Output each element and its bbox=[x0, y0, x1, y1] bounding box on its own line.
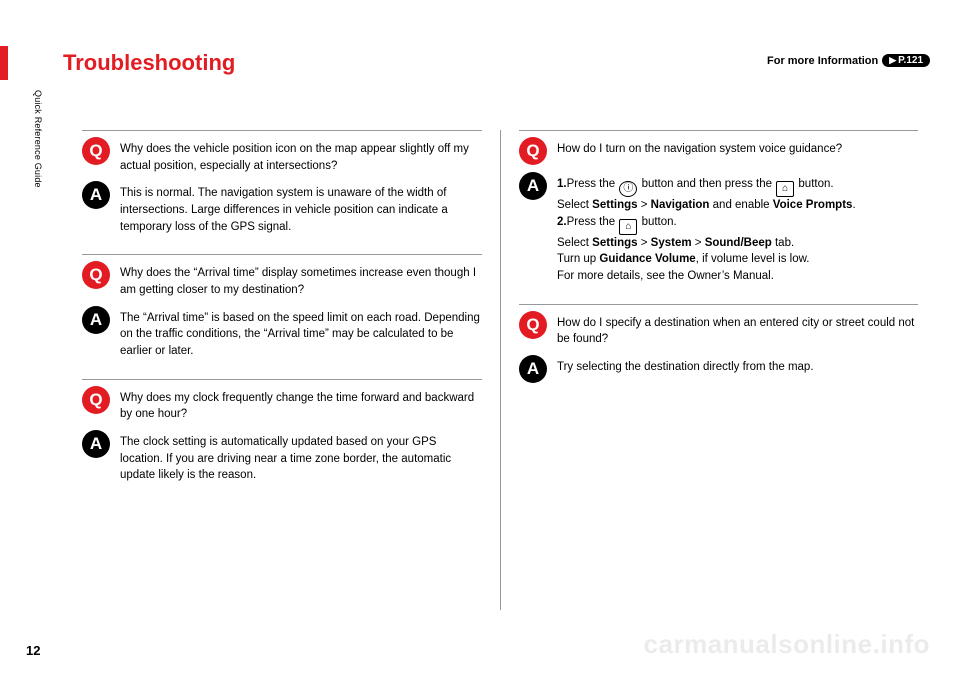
more-info-label: For more Information bbox=[767, 55, 878, 67]
text: Select bbox=[557, 237, 592, 249]
text: button. bbox=[638, 216, 676, 228]
text: button and then press the bbox=[638, 178, 775, 190]
text: , if volume level is low. bbox=[696, 253, 810, 265]
qa-item: Q How do I turn on the navigation system… bbox=[519, 131, 918, 304]
answer-text: Try selecting the destination directly f… bbox=[557, 357, 918, 376]
question-row: Q How do I specify a destination when an… bbox=[519, 313, 918, 348]
text: For more details, see the Owner’s Manual… bbox=[557, 270, 774, 282]
a-icon: A bbox=[519, 355, 547, 383]
arrow-right-icon: ▶ bbox=[889, 55, 896, 66]
text: and enable bbox=[709, 199, 772, 211]
question-text: How do I specify a destination when an e… bbox=[557, 313, 918, 348]
question-text: Why does the “Arrival time” display some… bbox=[120, 263, 482, 298]
a-icon: A bbox=[519, 172, 547, 200]
side-tab-label: Quick Reference Guide bbox=[33, 90, 43, 188]
question-text: Why does the vehicle position icon on th… bbox=[120, 139, 482, 174]
answer-row: A This is normal. The navigation system … bbox=[82, 183, 482, 235]
page-ref-badge: ▶P.121 bbox=[882, 54, 930, 67]
q-icon: Q bbox=[82, 386, 110, 414]
answer-row: A Try selecting the destination directly… bbox=[519, 357, 918, 383]
column-left: Q Why does the vehicle position icon on … bbox=[82, 130, 500, 610]
page-number: 12 bbox=[26, 643, 40, 658]
watermark: carmanualsonline.info bbox=[644, 629, 930, 660]
qa-item: Q Why does the vehicle position icon on … bbox=[82, 131, 482, 254]
ui-path: Navigation bbox=[651, 199, 710, 211]
question-row: Q Why does the “Arrival time” display so… bbox=[82, 263, 482, 298]
ui-path: System bbox=[651, 237, 692, 249]
side-red-tab bbox=[0, 46, 8, 80]
ui-path: Guidance Volume bbox=[599, 253, 695, 265]
question-row: Q Why does my clock frequently change th… bbox=[82, 388, 482, 423]
text: > bbox=[638, 199, 651, 211]
ui-path: Settings bbox=[592, 199, 637, 211]
column-right: Q How do I turn on the navigation system… bbox=[500, 130, 918, 610]
text: . bbox=[852, 199, 855, 211]
answer-row: A The clock setting is automatically upd… bbox=[82, 432, 482, 484]
question-row: Q How do I turn on the navigation system… bbox=[519, 139, 918, 165]
text: > bbox=[692, 237, 705, 249]
answer-text: The “Arrival time” is based on the speed… bbox=[120, 308, 482, 360]
text: Press the bbox=[567, 216, 619, 228]
question-text: Why does my clock frequently change the … bbox=[120, 388, 482, 423]
question-row: Q Why does the vehicle position icon on … bbox=[82, 139, 482, 174]
text: tab. bbox=[772, 237, 794, 249]
q-icon: Q bbox=[82, 137, 110, 165]
question-text: How do I turn on the navigation system v… bbox=[557, 139, 918, 158]
answer-text: The clock setting is automatically updat… bbox=[120, 432, 482, 484]
text: Turn up bbox=[557, 253, 599, 265]
text: > bbox=[638, 237, 651, 249]
ui-path: Settings bbox=[592, 237, 637, 249]
ui-path: Voice Prompts bbox=[773, 199, 853, 211]
answer-text: 1.Press the ⓘ button and then press the … bbox=[557, 174, 918, 285]
step-number: 1. bbox=[557, 178, 567, 190]
q-icon: Q bbox=[519, 137, 547, 165]
info-button-icon: ⓘ bbox=[619, 181, 637, 197]
step-number: 2. bbox=[557, 216, 567, 228]
page-title: Troubleshooting bbox=[63, 50, 235, 76]
answer-text: This is normal. The navigation system is… bbox=[120, 183, 482, 235]
qa-item: Q Why does the “Arrival time” display so… bbox=[82, 255, 482, 378]
a-icon: A bbox=[82, 306, 110, 334]
a-icon: A bbox=[82, 430, 110, 458]
answer-row: A The “Arrival time” is based on the spe… bbox=[82, 308, 482, 360]
content-columns: Q Why does the vehicle position icon on … bbox=[82, 130, 927, 610]
more-info: For more Information ▶P.121 bbox=[767, 54, 930, 67]
home-button-icon: ⌂ bbox=[619, 219, 637, 235]
a-icon: A bbox=[82, 181, 110, 209]
nav-button-icon: ⌂ bbox=[776, 181, 794, 197]
qa-item: Q How do I specify a destination when an… bbox=[519, 305, 918, 402]
q-icon: Q bbox=[82, 261, 110, 289]
page-ref-text: P.121 bbox=[898, 55, 923, 66]
q-icon: Q bbox=[519, 311, 547, 339]
text: Press the bbox=[567, 178, 619, 190]
answer-row: A 1.Press the ⓘ button and then press th… bbox=[519, 174, 918, 285]
ui-path: Sound/Beep bbox=[705, 237, 772, 249]
qa-item: Q Why does my clock frequently change th… bbox=[82, 380, 482, 503]
text: Select bbox=[557, 199, 592, 211]
text: button. bbox=[795, 178, 833, 190]
